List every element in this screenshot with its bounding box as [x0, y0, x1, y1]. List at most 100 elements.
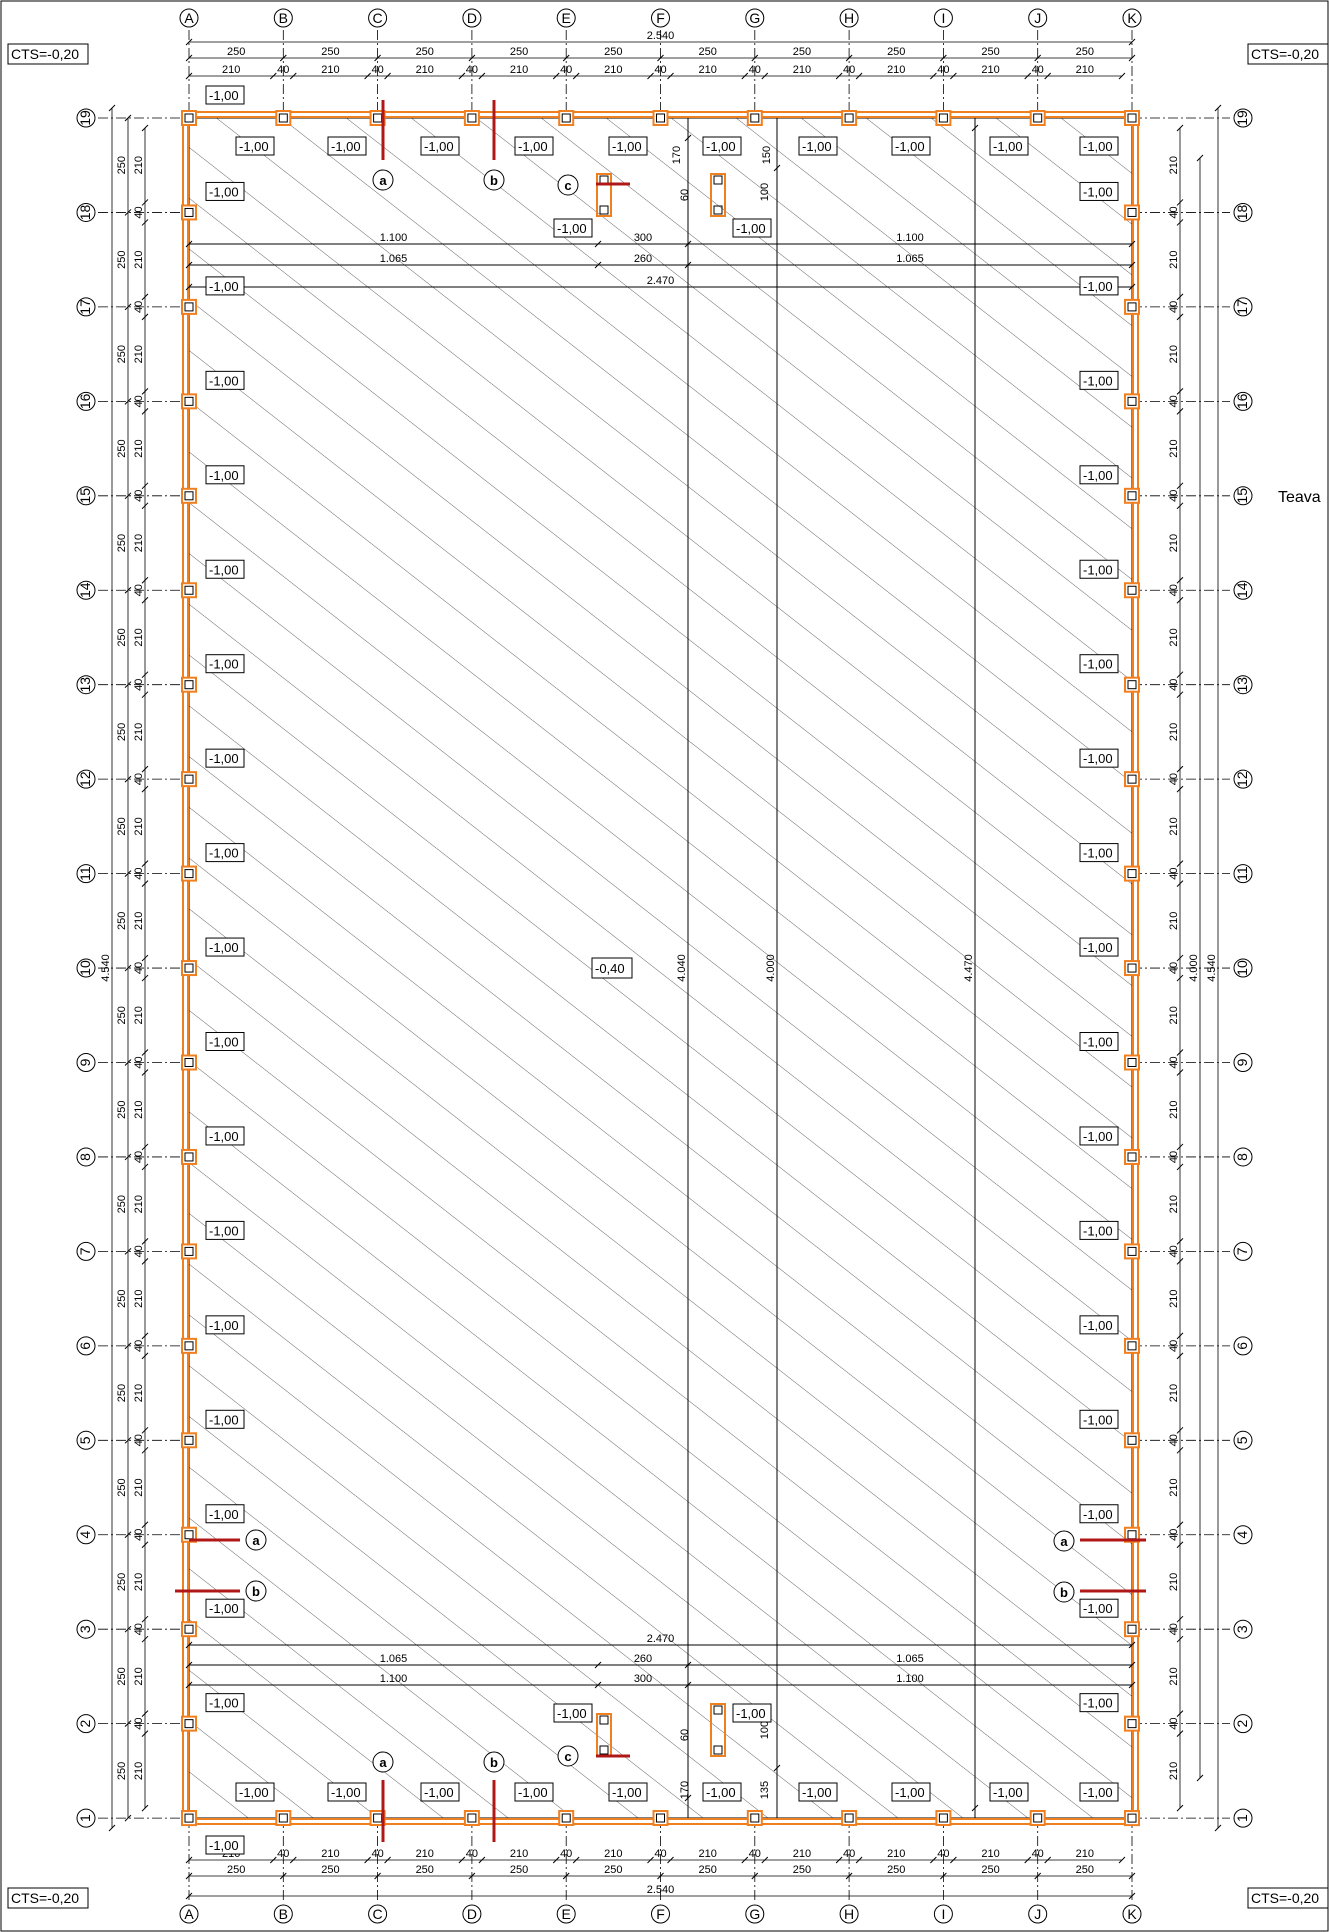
dim-top-bays-text: 250: [981, 46, 999, 58]
dim-strip-top-2-text: 1.065: [896, 253, 924, 265]
level-tag-text: -1,00: [557, 1706, 587, 1721]
grid-bubble-text: 13: [1234, 677, 1250, 693]
grid-bubble-text: D: [467, 1906, 477, 1922]
dim-left-clear-text: 40: [133, 301, 145, 313]
dim-top-bays-text: 250: [793, 46, 811, 58]
small-dim: 170: [671, 146, 683, 164]
dim-left-clear-tick: [141, 1446, 149, 1454]
dim-right-clear-tick: [1176, 954, 1184, 962]
level-tag-text: -1,00: [1083, 1318, 1113, 1333]
column-pad-core: [184, 1435, 194, 1445]
dim-right-clear-tick: [1176, 785, 1184, 793]
grid-bubble: [76, 486, 96, 506]
dim-right-clear-text: 40: [1168, 1434, 1180, 1446]
dim-left-clear-tick: [141, 974, 149, 982]
dim-right-clear-tick: [1176, 1049, 1184, 1056]
level-tag-text: -1,00: [1083, 139, 1113, 154]
dim-top-clear-tick: [1044, 72, 1052, 80]
dimension-lines: 2.540 250 250 250 250 250 250 250 250 250 250 210 40…: [100, 30, 1222, 1900]
grid-lines: [98, 30, 1230, 1902]
level-tag-box: [205, 1220, 245, 1240]
column-pad: [1124, 676, 1140, 693]
grid-bubble: [1233, 958, 1253, 978]
dim-right-clear-tick: [1176, 1541, 1184, 1549]
small-dim: 100: [759, 1721, 771, 1739]
dim-right-overall-text: 4.540: [1206, 954, 1218, 982]
dim-top-clear-tick: [552, 72, 560, 80]
dim-bottom-overall-tick: [185, 1892, 193, 1900]
level-tag-box: [1079, 1504, 1119, 1524]
grid-bubble-text: 4: [77, 1531, 93, 1539]
grid-bubble-text: E: [562, 1906, 571, 1922]
level-tag-box: [1079, 1032, 1119, 1051]
grid-bubble-text: E: [562, 10, 571, 26]
dim-right-clear-text: 40: [1168, 206, 1180, 218]
dim-inner-v3-tick: [971, 124, 979, 132]
grid-bubble-text: 7: [1234, 1247, 1250, 1255]
grid-bubble: [1233, 580, 1253, 600]
dim-right-clear-tick: [1176, 1258, 1184, 1265]
dim-bottom-clear-text: 210: [604, 1848, 622, 1860]
level-tag-box: [205, 276, 245, 296]
dim-top-clear-text: 40: [654, 64, 666, 76]
level-tag-text: -1,00: [209, 1223, 239, 1238]
dim-right-clear-tick: [1176, 880, 1184, 887]
center-level-text: -0,40: [595, 961, 625, 976]
dim-right-clear-text: 210: [1168, 912, 1180, 930]
grid-bubble: [651, 8, 670, 28]
level-tag-box: [205, 465, 245, 485]
dim-right-clear-tick: [1176, 482, 1184, 490]
grid-bubble: [462, 1904, 482, 1924]
column-pad: [1124, 1243, 1140, 1260]
level-tag-box: [553, 1703, 593, 1723]
dim-right-clear-tick: [1176, 313, 1184, 321]
grid-bubble-text: 15: [77, 488, 93, 504]
dim-right-clear-tick: [1176, 1710, 1184, 1718]
grid-bubble-text: 6: [1234, 1342, 1250, 1350]
dim-strip-top-3-tick: [185, 283, 193, 291]
grid-bubble-text: A: [184, 1906, 194, 1922]
dim-bottom-bays-text: 250: [887, 1864, 905, 1876]
dim-left-clear-text: 210: [133, 1101, 145, 1119]
dim-right-clear-text: 210: [1168, 1195, 1180, 1213]
dim-bottom-clear-text: 210: [1076, 1848, 1094, 1860]
column-pad-core: [1033, 113, 1043, 123]
dim-bottom-bays-tick: [1034, 1872, 1042, 1880]
column-pad-core: [467, 113, 477, 123]
dim-left-clear-tick: [141, 691, 149, 699]
dim-strip-top-1-tick: [185, 240, 193, 248]
dim-left-clear-tick: [141, 293, 149, 301]
level-tag-text: -1,00: [895, 1785, 925, 1800]
footing-frame: [181, 110, 1140, 1827]
dim-right-inner-text: 4.000: [1188, 954, 1200, 982]
dim-bottom-clear-text: 210: [887, 1848, 905, 1860]
slab-hatch: [189, 118, 1132, 1818]
level-tag-box: [891, 1782, 931, 1802]
section-bubble-text: b: [490, 173, 498, 188]
level-tag-box: [1079, 1782, 1119, 1802]
dim-strip-bot-2-text: 1.065: [380, 1653, 408, 1665]
dim-right-clear-text: 210: [1168, 250, 1180, 268]
grid-bubble-text: 16: [77, 393, 93, 409]
dim-right-clear-tick: [1176, 1163, 1184, 1171]
level-tag-box: [420, 136, 460, 156]
section-bubble-text: b: [490, 1755, 498, 1770]
dim-left-bays-tick: [124, 397, 132, 405]
level-tag-box: [327, 136, 367, 156]
dim-right-clear-text: 210: [1168, 723, 1180, 741]
interior-pad-core: [713, 175, 723, 185]
dim-left-clear-tick: [141, 1426, 149, 1434]
dim-inner-v2-tick: [773, 1764, 781, 1772]
grid-bubble-text: D: [467, 10, 477, 26]
level-tag-box: [1079, 276, 1119, 296]
column-pad-core: [938, 113, 948, 123]
column-pad: [935, 1810, 952, 1826]
level-tag-text: -1,00: [518, 1785, 548, 1800]
column-pad-core: [750, 1813, 760, 1823]
dim-left-bays-tick: [124, 586, 132, 594]
level-tag-box: [420, 1782, 460, 1802]
level-tag-box: [989, 136, 1029, 156]
column-pad: [181, 204, 197, 221]
grid-bubble: [1122, 1904, 1142, 1924]
grid-bubble-text: 11: [1234, 866, 1250, 881]
